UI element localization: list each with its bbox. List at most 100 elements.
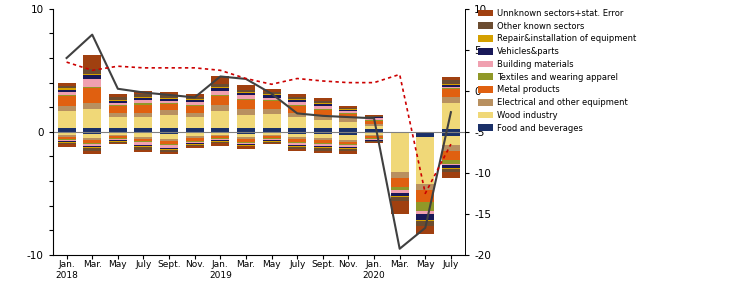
- Bar: [314, 106, 332, 109]
- Bar: [186, 106, 204, 113]
- Bar: [314, 151, 332, 153]
- Bar: [186, 105, 204, 106]
- Bar: [416, 137, 434, 184]
- Bar: [442, 88, 460, 89]
- Bar: [160, 144, 178, 145]
- Bar: [416, 226, 434, 234]
- Bar: [186, 97, 204, 99]
- Bar: [211, 140, 230, 142]
- Bar: [237, 109, 255, 115]
- Bar: [340, 114, 358, 118]
- Bar: [134, 94, 152, 96]
- Bar: [160, 141, 178, 144]
- Bar: [340, 142, 358, 144]
- Bar: [134, 139, 152, 141]
- Bar: [416, 184, 434, 190]
- Bar: [262, 100, 280, 101]
- Bar: [288, 128, 306, 132]
- Bar: [416, 221, 434, 226]
- Bar: [186, 146, 204, 148]
- Bar: [211, 95, 230, 96]
- Bar: [340, 132, 358, 135]
- Bar: [314, 134, 332, 137]
- Bar: [83, 151, 101, 154]
- Bar: [391, 133, 409, 172]
- Bar: [340, 151, 358, 154]
- Legend: Unnknown sectors+stat. Error, Other known sectors, Repair&installation of equipm: Unnknown sectors+stat. Error, Other know…: [478, 8, 638, 133]
- Bar: [340, 108, 358, 109]
- Bar: [314, 101, 332, 103]
- Bar: [186, 143, 204, 144]
- Bar: [83, 69, 101, 74]
- Bar: [109, 140, 127, 142]
- Bar: [262, 139, 280, 140]
- Bar: [58, 133, 76, 135]
- Bar: [211, 96, 230, 105]
- Bar: [288, 139, 306, 142]
- Bar: [416, 132, 434, 137]
- Bar: [365, 136, 383, 138]
- Bar: [83, 79, 101, 87]
- Bar: [109, 139, 127, 140]
- Bar: [186, 100, 204, 103]
- Bar: [211, 88, 230, 91]
- Bar: [237, 137, 255, 139]
- Bar: [365, 139, 383, 140]
- Bar: [83, 76, 101, 79]
- Bar: [365, 133, 383, 135]
- Bar: [288, 117, 306, 128]
- Bar: [211, 136, 230, 139]
- Bar: [160, 115, 178, 128]
- Bar: [58, 92, 76, 95]
- Bar: [442, 168, 460, 169]
- Bar: [160, 149, 178, 152]
- Bar: [109, 128, 127, 132]
- Bar: [314, 128, 332, 132]
- Bar: [160, 98, 178, 99]
- Bar: [365, 121, 383, 124]
- Bar: [416, 202, 434, 211]
- Bar: [160, 96, 178, 98]
- Bar: [58, 88, 76, 90]
- Bar: [160, 132, 178, 134]
- Bar: [58, 83, 76, 86]
- Bar: [109, 132, 127, 133]
- Bar: [288, 93, 306, 97]
- Bar: [340, 148, 358, 149]
- Bar: [314, 110, 332, 115]
- Bar: [314, 104, 332, 106]
- Bar: [109, 142, 127, 143]
- Bar: [186, 103, 204, 105]
- Bar: [83, 109, 101, 127]
- Bar: [237, 99, 255, 100]
- Bar: [83, 146, 101, 147]
- Bar: [262, 142, 280, 143]
- Bar: [58, 128, 76, 132]
- Bar: [83, 127, 101, 132]
- Bar: [391, 172, 409, 178]
- Bar: [211, 133, 230, 135]
- Bar: [83, 147, 101, 148]
- Bar: [58, 142, 76, 143]
- Bar: [237, 100, 255, 109]
- Bar: [109, 135, 127, 136]
- Bar: [160, 128, 178, 132]
- Bar: [134, 103, 152, 105]
- Bar: [109, 117, 127, 128]
- Bar: [314, 143, 332, 144]
- Bar: [262, 89, 280, 92]
- Bar: [160, 104, 178, 110]
- Bar: [340, 149, 358, 151]
- Bar: [83, 88, 101, 103]
- Bar: [314, 146, 332, 147]
- Bar: [109, 94, 127, 97]
- Bar: [211, 135, 230, 136]
- Bar: [58, 86, 76, 88]
- Bar: [109, 143, 127, 144]
- Bar: [365, 118, 383, 120]
- Bar: [391, 196, 409, 197]
- Bar: [288, 103, 306, 105]
- Bar: [160, 92, 178, 96]
- Bar: [314, 109, 332, 110]
- Bar: [262, 132, 280, 133]
